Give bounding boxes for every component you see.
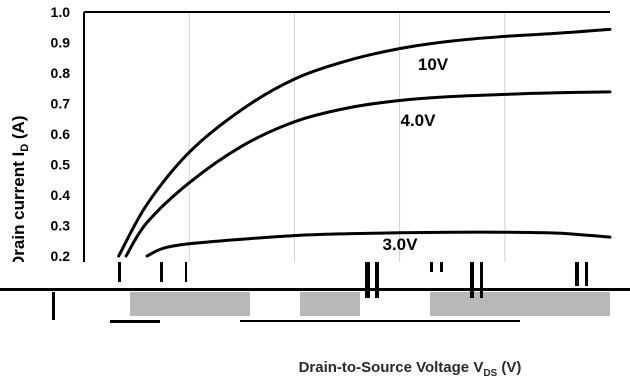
y-tick-label: 0.4	[51, 187, 71, 203]
series-label: 10V	[418, 55, 449, 74]
x-axis-title-unit: (V)	[497, 359, 521, 376]
glitch-tick	[185, 262, 187, 282]
y-axis-title-main: Drain current I	[9, 152, 28, 268]
y-tick-label: 0.2	[51, 248, 71, 264]
series-labels: 10V 4.0V 3.0V	[383, 55, 449, 254]
y-tick-label: 0.7	[51, 96, 71, 112]
y-tick-label: 0.6	[51, 126, 71, 142]
y-tick-label: 0.8	[51, 65, 71, 81]
glitch-tick	[480, 262, 483, 298]
glitch-tick	[430, 262, 433, 272]
gridlines	[188, 12, 506, 262]
y-tick-label: 0.3	[51, 218, 71, 234]
series-curve	[117, 27, 612, 258]
y-tick-label: 0.5	[51, 157, 71, 173]
y-tick-label: 1.0	[51, 4, 71, 20]
glitch-tick	[375, 262, 379, 298]
axes	[83, 11, 610, 262]
glitch-tick	[240, 320, 520, 322]
y-axis-title-subscript: D	[19, 144, 31, 152]
x-axis-title: Drain-to-Source Voltage VDS (V)	[299, 359, 522, 379]
glitch-tick	[575, 262, 579, 286]
corrupted-band	[0, 262, 630, 391]
y-tick-label: 0.9	[51, 35, 71, 51]
series-curves	[117, 27, 612, 258]
glitch-block	[430, 292, 610, 316]
series-label: 3.0V	[383, 235, 419, 254]
series-curve	[145, 230, 612, 258]
glitch-tick	[470, 262, 474, 298]
series-curve	[124, 90, 612, 258]
series-label: 4.0V	[401, 111, 437, 130]
x-axis-title-main: Drain-to-Source Voltage V	[299, 359, 484, 376]
glitch-block	[300, 292, 360, 316]
glitch-block	[130, 292, 250, 316]
glitch-tick	[118, 262, 121, 282]
glitch-tick	[585, 262, 588, 286]
y-axis-title-unit: (A)	[9, 116, 28, 144]
glitch-tick	[160, 262, 163, 282]
y-axis-title: Drain current ID (A)	[9, 116, 31, 268]
glitch-tick	[440, 262, 443, 272]
x-axis-title-subscript: DS	[483, 368, 497, 379]
glitch-tick	[110, 320, 160, 323]
glitch-stripe	[0, 288, 630, 291]
glitch-tick	[365, 262, 370, 298]
glitch-tick	[52, 292, 55, 320]
y-tick-labels: 1.0 0.9 0.8 0.7 0.6 0.5 0.4 0.3 0.2	[51, 4, 71, 264]
glitch-band	[0, 262, 630, 391]
